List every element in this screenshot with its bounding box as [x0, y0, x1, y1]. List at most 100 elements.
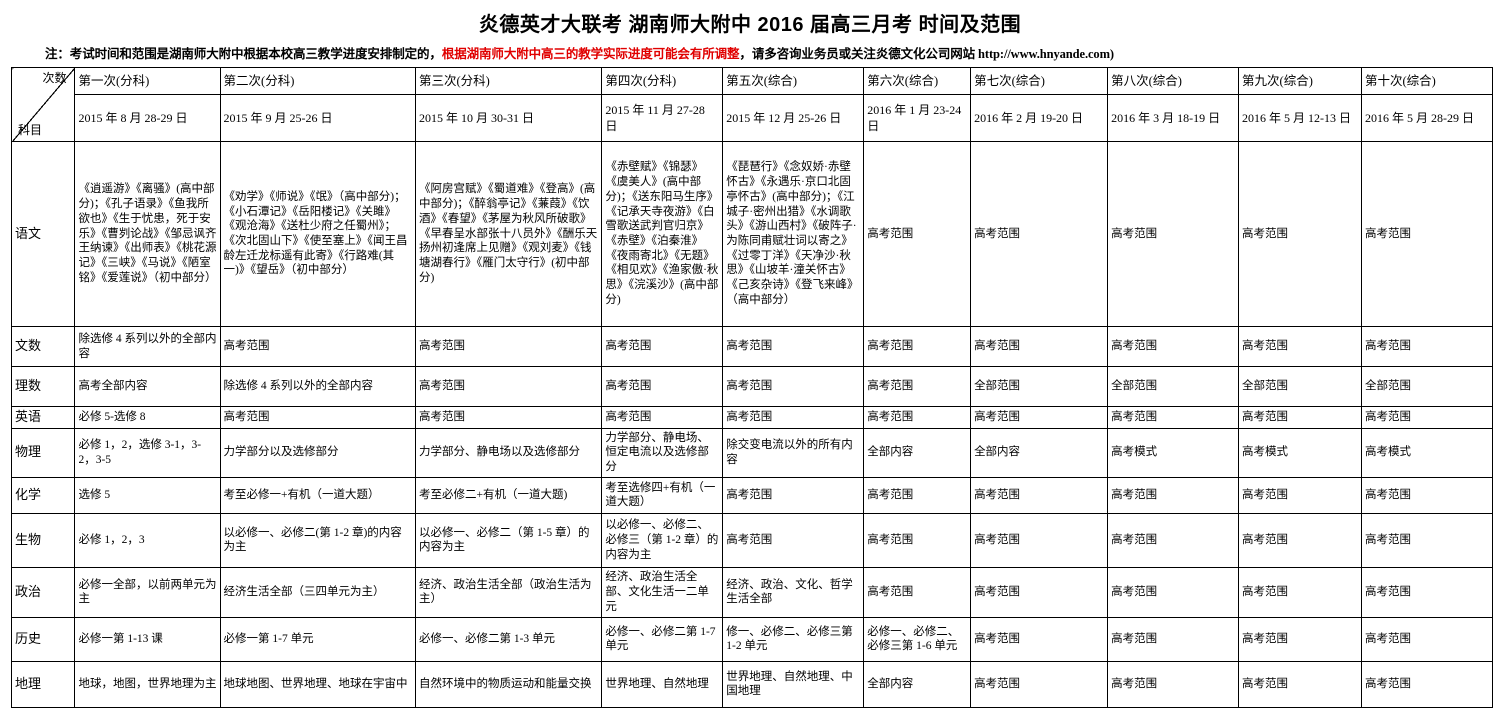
- cell-liberal-math-1: 除选修 4 系列以外的全部内容: [74, 326, 221, 367]
- cell-liberal-math-8: 高考范围: [1107, 326, 1240, 367]
- cell-english-2: 高考范围: [219, 406, 416, 429]
- cell-politics-2: 经济生活全部（三四单元为主）: [219, 566, 416, 618]
- cell-chemistry-7: 高考范围: [970, 476, 1109, 514]
- cell-chemistry-3: 考至必修二+有机（一道大题): [414, 476, 603, 514]
- cell-geography-8: 高考范围: [1107, 660, 1240, 708]
- subject-label-history: 历史: [10, 616, 76, 662]
- table-row-biology: 生物 必修 1，2，3 以必修一、必修二(第 1-2 章)的内容为主 以必修一、…: [10, 512, 1494, 568]
- subject-label-politics: 政治: [10, 566, 76, 618]
- cell-liberal-math-4: 高考范围: [601, 326, 724, 367]
- exam-date-5: 2015 年 12 月 25-26 日: [722, 94, 865, 142]
- exam-schedule-table: 次数 科目 第一次(分科) 第二次(分科) 第三次(分科) 第四次(分科) 第五…: [10, 67, 1494, 708]
- exam-date-1: 2015 年 8 月 28-29 日: [74, 94, 221, 142]
- cell-history-6: 必修一、必修二、必修三第 1-6 单元: [863, 616, 972, 662]
- subject-label-geography: 地理: [10, 660, 76, 708]
- exam-header-7: 第七次(综合): [970, 67, 1109, 95]
- exam-header-1: 第一次(分科): [74, 67, 221, 95]
- cell-chinese-3: 《阿房宫赋》《蜀道难》《登高》(高中部分)；《醉翁亭记》《蒹葭》《饮酒》《春望》…: [414, 141, 603, 327]
- cell-physics-10: 高考模式: [1360, 427, 1494, 478]
- cell-physics-6: 全部内容: [863, 427, 972, 478]
- cell-physics-5: 除交变电流以外的所有内容: [722, 427, 865, 478]
- cell-english-5: 高考范围: [722, 406, 865, 429]
- table-row-geography: 地理 地球，地图，世界地理为主 地球地图、世界地理、地球在宇宙中 自然环境中的物…: [10, 660, 1494, 708]
- table-header: 次数 科目 第一次(分科) 第二次(分科) 第三次(分科) 第四次(分科) 第五…: [10, 67, 1494, 142]
- exam-header-5: 第五次(综合): [722, 67, 865, 95]
- cell-english-1: 必修 5-选修 8: [74, 406, 221, 429]
- cell-english-3: 高考范围: [414, 406, 603, 429]
- table-row-chinese: 语文 《逍遥游》《离骚》(高中部分)；《孔子语录》《鱼我所欲也》《生于忧患，死于…: [10, 141, 1494, 327]
- cell-liberal-math-3: 高考范围: [414, 326, 603, 367]
- cell-biology-9: 高考范围: [1238, 512, 1362, 568]
- cell-liberal-math-9: 高考范围: [1238, 326, 1362, 367]
- subject-label-physics: 物理: [10, 427, 76, 478]
- cell-science-math-7: 全部范围: [970, 366, 1109, 407]
- subject-label-liberal-math: 文数: [10, 326, 76, 367]
- cell-politics-4: 经济、政治生活全部、文化生活一二单元: [601, 566, 724, 618]
- exam-date-6: 2016 年 1 月 23-24 日: [863, 94, 972, 142]
- subject-label-english: 英语: [10, 406, 76, 429]
- cell-geography-2: 地球地图、世界地理、地球在宇宙中: [219, 660, 416, 708]
- cell-english-4: 高考范围: [601, 406, 724, 429]
- exam-date-9: 2016 年 5 月 12-13 日: [1238, 94, 1362, 142]
- cell-biology-2: 以必修一、必修二(第 1-2 章)的内容为主: [219, 512, 416, 568]
- exam-date-3: 2015 年 10 月 30-31 日: [414, 94, 603, 142]
- cell-politics-5: 经济、政治、文化、哲学生活全部: [722, 566, 865, 618]
- cell-biology-1: 必修 1，2，3: [74, 512, 221, 568]
- table-row-physics: 物理 必修 1，2，选修 3-1，3-2，3-5 力学部分以及选修部分 力学部分…: [10, 427, 1494, 478]
- cell-history-5: 修一、必修二、必修三第 1-2 单元: [722, 616, 865, 662]
- cell-politics-1: 必修一全部，以前两单元为主: [74, 566, 221, 618]
- cell-chinese-7: 高考范围: [970, 141, 1109, 327]
- cell-biology-5: 高考范围: [722, 512, 865, 568]
- cell-history-2: 必修一第 1-7 单元: [219, 616, 416, 662]
- cell-physics-8: 高考模式: [1107, 427, 1240, 478]
- cell-history-3: 必修一、必修二第 1-3 单元: [414, 616, 603, 662]
- cell-geography-4: 世界地理、自然地理: [601, 660, 724, 708]
- cell-chemistry-9: 高考范围: [1238, 476, 1362, 514]
- cell-science-math-10: 全部范围: [1360, 366, 1494, 407]
- cell-english-9: 高考范围: [1238, 406, 1362, 429]
- subject-label-science-math: 理数: [10, 366, 76, 407]
- cell-science-math-6: 高考范围: [863, 366, 972, 407]
- cell-science-math-5: 高考范围: [722, 366, 865, 407]
- cell-history-7: 高考范围: [970, 616, 1109, 662]
- cell-geography-3: 自然环境中的物质运动和能量交换: [414, 660, 603, 708]
- cell-chinese-8: 高考范围: [1107, 141, 1240, 327]
- cell-liberal-math-5: 高考范围: [722, 326, 865, 367]
- page-title: 炎德英才大联考 湖南师大附中 2016 届高三月考 时间及范围: [478, 14, 1022, 36]
- corner-cell: 次数 科目: [10, 67, 76, 142]
- exam-date-7: 2016 年 2 月 19-20 日: [970, 94, 1109, 142]
- table-row-liberal-math: 文数 除选修 4 系列以外的全部内容 高考范围 高考范围 高考范围 高考范围 高…: [10, 326, 1494, 367]
- schedule-page: 炎德英才大联考 湖南师大附中 2016 届高三月考 时间及范围 注：考试时间和范…: [10, 14, 1494, 708]
- exam-date-10: 2016 年 5 月 28-29 日: [1360, 94, 1494, 142]
- note-suffix: ，请多咨询业务员或关注炎德文化公司网站 http://www.hnyande.c…: [739, 47, 1114, 61]
- cell-politics-9: 高考范围: [1238, 566, 1362, 618]
- table-row-english: 英语 必修 5-选修 8 高考范围 高考范围 高考范围 高考范围 高考范围 高考…: [10, 406, 1494, 429]
- cell-geography-1: 地球，地图，世界地理为主: [74, 660, 221, 708]
- cell-chemistry-8: 高考范围: [1107, 476, 1240, 514]
- cell-history-10: 高考范围: [1360, 616, 1494, 662]
- cell-physics-3: 力学部分、静电场以及选修部分: [414, 427, 603, 478]
- cell-politics-10: 高考范围: [1360, 566, 1494, 618]
- cell-chinese-1: 《逍遥游》《离骚》(高中部分)；《孔子语录》《鱼我所欲也》《生于忧患，死于安乐》…: [74, 141, 221, 327]
- exam-date-4: 2015 年 11 月 27-28 日: [601, 94, 724, 142]
- corner-top-label: 次数: [42, 71, 67, 85]
- cell-chemistry-5: 高考范围: [722, 476, 865, 514]
- exam-header-8: 第八次(综合): [1107, 67, 1240, 95]
- table-row-politics: 政治 必修一全部，以前两单元为主 经济生活全部（三四单元为主） 经济、政治生活全…: [10, 566, 1494, 618]
- cell-chinese-9: 高考范围: [1238, 141, 1362, 327]
- cell-chemistry-1: 选修 5: [74, 476, 221, 514]
- cell-english-10: 高考范围: [1360, 406, 1494, 429]
- cell-geography-6: 全部内容: [863, 660, 972, 708]
- cell-chinese-5: 《琵琶行》《念奴娇·赤壁怀古》《永遇乐·京口北固亭怀古》(高中部分)；《江城子·…: [722, 141, 865, 327]
- cell-history-1: 必修一第 1-13 课: [74, 616, 221, 662]
- header-row-dates: 2015 年 8 月 28-29 日 2015 年 9 月 25-26 日 20…: [12, 94, 1494, 142]
- cell-english-7: 高考范围: [970, 406, 1109, 429]
- cell-science-math-9: 全部范围: [1238, 366, 1362, 407]
- cell-science-math-4: 高考范围: [601, 366, 724, 407]
- cell-history-8: 高考范围: [1107, 616, 1240, 662]
- cell-geography-7: 高考范围: [970, 660, 1109, 708]
- cell-chemistry-10: 高考范围: [1360, 476, 1494, 514]
- cell-biology-4: 以必修一、必修二、必修三（第 1-2 章）的内容为主: [601, 512, 724, 568]
- cell-science-math-1: 高考全部内容: [74, 366, 221, 407]
- subject-label-chemistry: 化学: [10, 476, 76, 514]
